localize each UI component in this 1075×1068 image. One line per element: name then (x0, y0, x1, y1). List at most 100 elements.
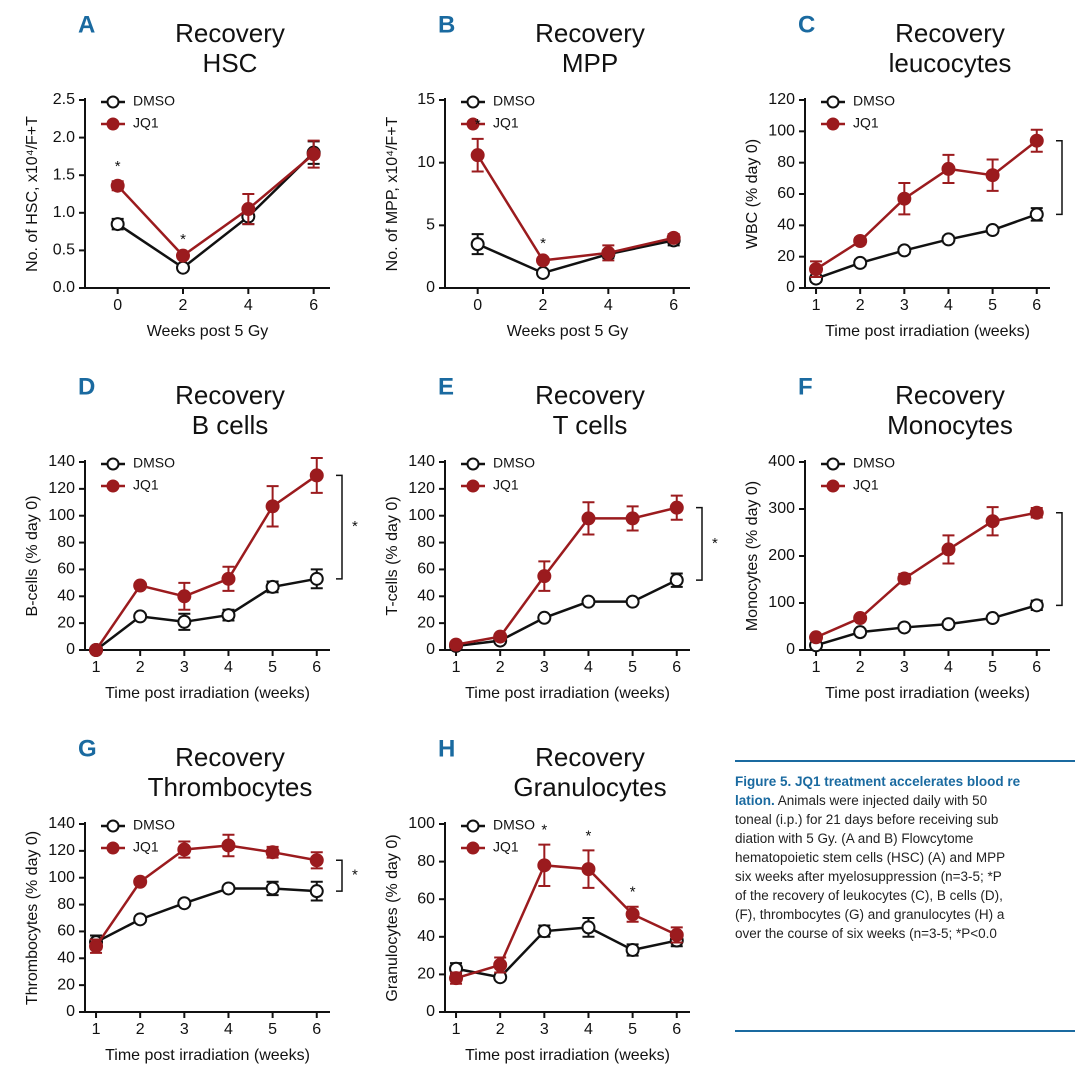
y-tick-label: 120 (768, 91, 795, 108)
panel-letter: D (78, 373, 95, 400)
y-tick-label: 40 (57, 950, 75, 967)
bracket (336, 474, 343, 580)
data-point (669, 927, 684, 942)
y-tick-label: 40 (57, 588, 75, 605)
x-tick-label: 6 (309, 297, 318, 314)
legend-label: JQ1 (133, 477, 159, 493)
data-point (581, 920, 596, 935)
caption-line: hematopoietic stem cells (HSC) (A) and M… (735, 850, 1006, 865)
y-tick-label: 300 (768, 500, 795, 517)
data-point (449, 971, 464, 986)
data-point (309, 468, 324, 483)
y-tick-label: 60 (57, 923, 75, 940)
series-line (455, 506, 678, 646)
x-axis-label: Time post irradiation (weeks) (465, 685, 670, 702)
series-line (815, 511, 1037, 639)
y-axis-label: No. of MPP, x10⁴/F+T (384, 116, 401, 271)
x-tick-label: 1 (812, 659, 821, 676)
x-tick-label: 5 (988, 297, 997, 314)
x-tick-label: 4 (224, 1021, 233, 1038)
legend-label: DMSO (493, 455, 535, 471)
x-axis-label: Time post irradiation (weeks) (105, 685, 310, 702)
chart-title: Recovery (175, 380, 285, 410)
series-line (95, 887, 317, 944)
y-tick-label: 60 (57, 561, 75, 578)
data-point (985, 514, 1000, 529)
y-tick-label: 120 (408, 480, 435, 497)
legend-label: DMSO (133, 455, 175, 471)
data-point (1029, 505, 1044, 520)
legend-label: DMSO (133, 93, 175, 109)
legend-marker (826, 479, 840, 493)
data-point (449, 637, 464, 652)
data-point (536, 265, 550, 280)
y-tick-label: 100 (408, 815, 435, 832)
y-tick-label: 0 (786, 641, 795, 658)
y-tick-label: 140 (48, 815, 75, 832)
data-point (1029, 133, 1044, 148)
chart-title: Recovery (895, 380, 1005, 410)
y-tick-label: 40 (777, 217, 795, 234)
data-point (110, 217, 125, 232)
x-tick-label: 2 (179, 297, 188, 314)
significance-star: * (540, 235, 546, 252)
data-point (265, 845, 280, 860)
y-tick-label: 80 (57, 534, 75, 551)
y-tick-label: 140 (408, 453, 435, 470)
data-point (176, 260, 190, 275)
caption-line: of the recovery of leukocytes (C), B cel… (735, 888, 1003, 903)
y-tick-label: 100 (768, 123, 795, 140)
data-point (133, 912, 148, 927)
data-point (221, 838, 236, 853)
x-tick-label: 4 (944, 297, 953, 314)
caption-heading: Figure 5. JQ1 treatment accelerates bloo… (735, 774, 1021, 789)
data-point (853, 625, 868, 640)
panel-letter: B (438, 11, 455, 38)
caption-line: over the course of six weeks (n=3-5; *P<… (735, 926, 997, 941)
x-tick-label: 5 (628, 659, 637, 676)
x-axis-label: Time post irradiation (weeks) (825, 685, 1030, 702)
x-tick-label: 3 (900, 659, 909, 676)
data-point (177, 589, 192, 604)
chart-title: Recovery (895, 18, 1005, 48)
x-axis-label: Time post irradiation (weeks) (465, 1047, 670, 1064)
panel-letter: G (78, 735, 97, 762)
legend-marker (466, 117, 480, 131)
data-point (241, 202, 256, 217)
data-point (985, 168, 1000, 183)
data-point (177, 614, 192, 629)
legend-marker (106, 457, 120, 471)
y-tick-label: 0 (786, 279, 795, 296)
data-point (221, 608, 236, 623)
x-tick-label: 6 (1032, 297, 1041, 314)
chart-title: HSC (203, 48, 258, 78)
x-tick-label: 2 (136, 659, 145, 676)
bracket (696, 506, 703, 581)
significance-star: * (586, 827, 592, 844)
bracket-label: * (352, 867, 358, 884)
data-point (1029, 207, 1044, 222)
y-tick-label: 100 (408, 507, 435, 524)
data-point (1029, 598, 1044, 613)
y-axis-label: B-cells (% day 0) (24, 496, 41, 617)
x-tick-label: 0 (113, 297, 122, 314)
data-point (89, 939, 104, 954)
chart-title: Recovery (535, 380, 645, 410)
y-tick-label: 20 (777, 248, 795, 265)
x-tick-label: 4 (244, 297, 253, 314)
data-point (941, 542, 956, 557)
y-tick-label: 0 (426, 641, 435, 658)
x-tick-label: 4 (604, 297, 613, 314)
data-point (625, 511, 640, 526)
legend-marker (106, 117, 120, 131)
x-axis-label: Time post irradiation (weeks) (825, 323, 1030, 340)
caption-line: diation with 5 Gy. (A and B) Flowcytome (735, 831, 974, 846)
data-point (985, 611, 1000, 626)
legend-marker (106, 479, 120, 493)
legend-label: JQ1 (493, 115, 519, 131)
data-point (306, 147, 321, 162)
panel-letter: C (798, 11, 815, 38)
y-tick-label: 0.0 (53, 279, 75, 296)
